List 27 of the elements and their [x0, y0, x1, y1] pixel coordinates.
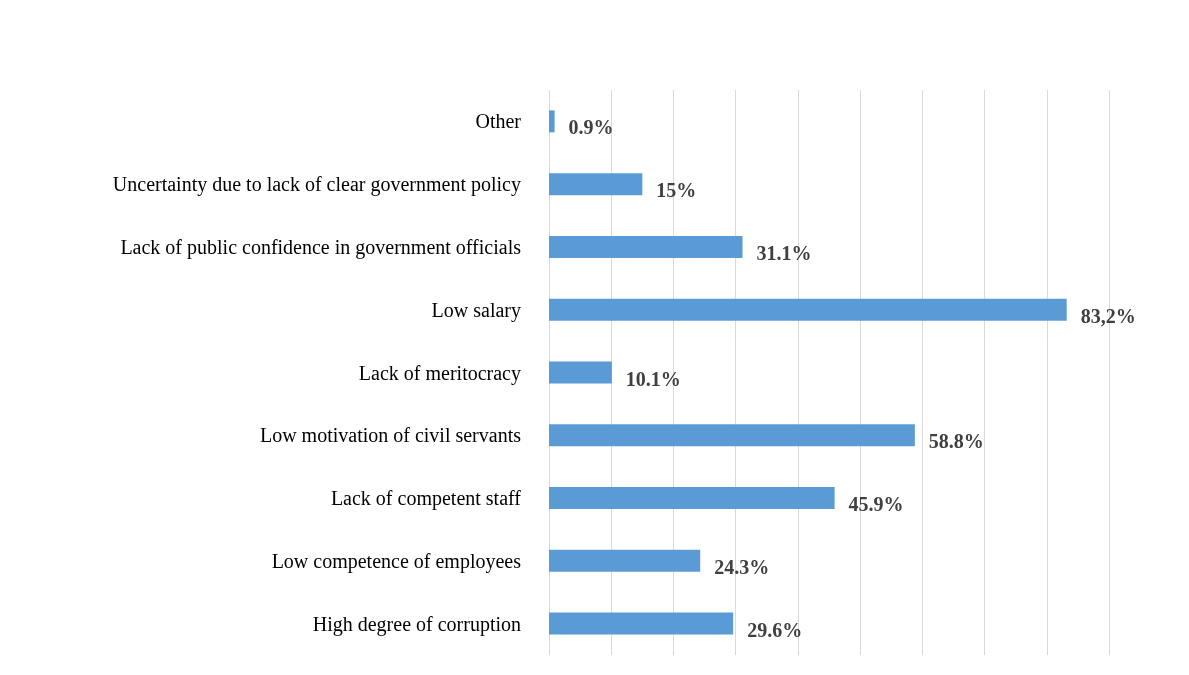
bar [549, 235, 743, 258]
y-tick-label: Low competence of employees [271, 549, 522, 573]
bar [549, 612, 734, 635]
y-tick-label: High degree of corruption [312, 612, 521, 636]
data-label: 45.9% [848, 493, 904, 516]
bar [549, 110, 555, 133]
y-tick-label: Low salary [431, 298, 521, 322]
bar [549, 549, 701, 572]
bar [549, 298, 1067, 321]
data-label: 31.1% [756, 241, 812, 264]
data-label: 10.1% [625, 367, 681, 390]
y-tick-label: Lack of public confidence in government officials [120, 235, 522, 259]
bar [549, 487, 835, 510]
y-tick-label: Uncertainty due to lack of clear government policy [112, 173, 521, 197]
y-tick-label: Other [475, 110, 522, 133]
y-tick-label: Low motivation of civil servants [259, 424, 522, 447]
bar [549, 173, 643, 196]
bar [549, 361, 612, 384]
data-label: 29.6% [747, 618, 803, 641]
data-label: 58.8% [928, 430, 984, 453]
data-label: 15% [656, 179, 697, 202]
data-label: 0.9% [568, 116, 614, 139]
y-tick-label: Lack of meritocracy [358, 361, 521, 385]
data-label: 24.3% [714, 555, 770, 578]
bar [549, 424, 915, 447]
y-tick-label: Lack of competent staff [330, 487, 522, 511]
data-label: 83,2% [1080, 304, 1136, 327]
